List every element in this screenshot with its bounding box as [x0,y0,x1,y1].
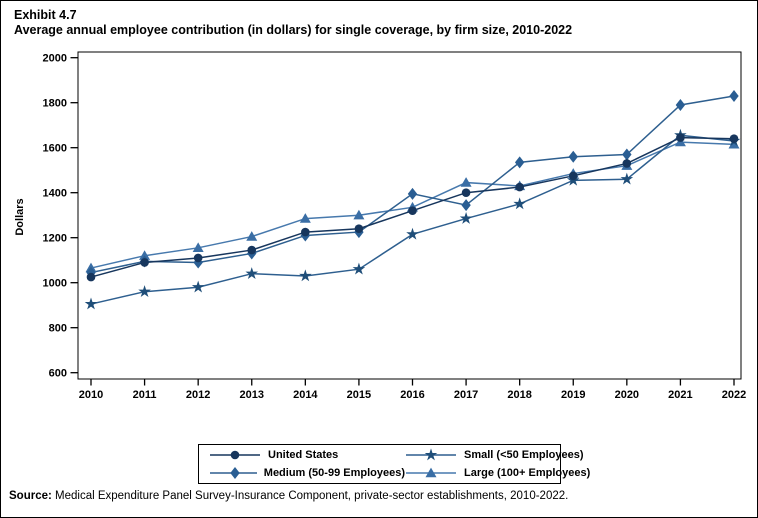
legend-label-united-states: United States [268,449,339,461]
source-note: Source: Medical Expenditure Panel Survey… [9,490,568,502]
united-states-line-sample [210,450,260,460]
x-tick-label: 2011 [133,389,157,401]
legend-item-small: Small (<50 Employees) [405,447,590,463]
x-tick-label: 2016 [400,389,424,401]
x-tick-label: 2010 [79,389,103,401]
x-tick-label: 2015 [347,389,371,401]
x-tick-label: 2014 [293,389,318,401]
y-tick-label: 1200 [43,233,67,245]
x-tick-label: 2018 [507,389,531,401]
contribution-line-chart: 600 800 1000 1200 1400 1600 1800 2000 2010 2011 20… [14,51,746,401]
x-tick-label: 2019 [561,389,585,401]
legend-item-medium: Medium (50-99 Employees) [209,465,405,481]
legend-item-united-states: United States [209,447,405,463]
y-tick-label: 2000 [43,53,67,65]
y-tick-label: 1400 [43,188,67,200]
x-tick-label: 2017 [454,389,478,401]
y-tick-label: 1800 [43,98,67,110]
legend-label-medium: Medium (50-99 Employees) [263,467,405,479]
x-tick-label: 2020 [615,389,639,401]
legend: United States Small (<50 Employees) Medi… [198,444,590,484]
series-markers-0 [86,133,739,282]
title-block: Exhibit 4.7 Average annual employee cont… [14,8,572,38]
series-line-2 [90,95,735,274]
y-tick-label: 1600 [43,143,67,155]
large-firm-line-sample [406,467,456,478]
x-tick-label: 2012 [186,389,210,401]
y-tick-label: 1000 [43,278,67,290]
source-label: Source: [9,490,52,502]
small-firm-line-sample [406,448,456,461]
source-text: Medical Expenditure Panel Survey-Insuran… [51,490,569,502]
medium-firm-line-sample [210,467,257,479]
x-tick-label: 2013 [240,389,264,401]
legend-label-small: Small (<50 Employees) [464,449,584,461]
x-tick-label: 2021 [668,389,692,401]
y-tick-label: 800 [49,323,67,335]
x-tick-label: 2022 [722,389,746,401]
y-axis-title: Dollars [14,198,26,235]
exhibit-label: Exhibit 4.7 [14,8,77,22]
chart-title: Average annual employee contribution (in… [14,23,573,37]
y-tick-label: 600 [49,368,67,380]
legend-label-large: Large (100+ Employees) [464,467,591,479]
legend-item-large: Large (100+ Employees) [405,465,590,481]
